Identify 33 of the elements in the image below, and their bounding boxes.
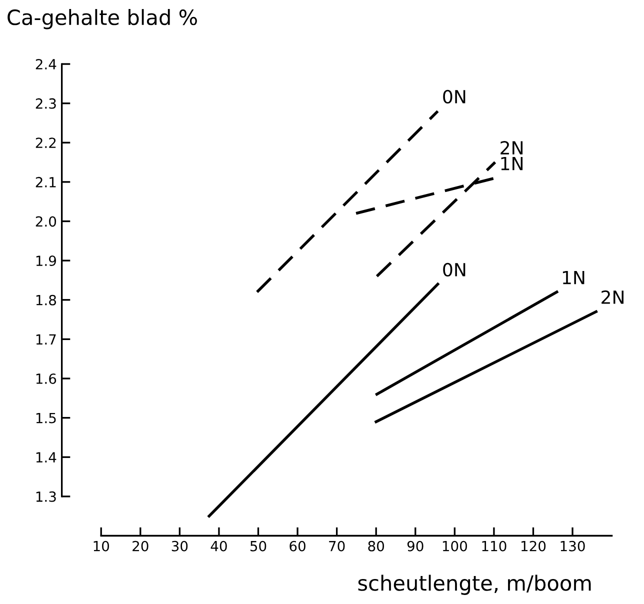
y-tick-label: 2.1 [36,176,56,188]
series-label: 1N [562,270,584,284]
x-tick-label: 60 [290,540,306,552]
y-tick-label: 1.3 [36,491,56,502]
y-tick-label: 1.7 [36,334,56,344]
series-label: 0N [443,90,466,104]
x-axis-title: scheutlengte, m/boom [358,574,591,595]
x-tick-label: 50 [250,540,266,552]
x-tick-label: 10 [94,540,110,552]
series-label: 0N [443,262,466,276]
y-tick-label: 2.2 [36,138,56,148]
x-tick-label: 20 [132,540,148,552]
y-axis-title: Ca-gehalte blad % [8,9,197,30]
x-tick-label: 100 [442,540,467,552]
series-label: 2N [602,290,624,304]
y-tick-label: 1.8 [36,294,56,306]
y-tick-label: 2.0 [36,216,56,227]
y-tick-label: 2.4 [36,58,56,70]
y-tick-label: 1.6 [36,373,56,384]
series-label: 2N [500,140,523,154]
x-tick-label: 110 [482,540,506,552]
x-tick-label: 30 [172,540,188,552]
x-tick-label: 120 [522,540,546,552]
y-tick-label: 1.9 [36,256,56,266]
x-tick-label: 40 [210,540,227,552]
x-tick-label: 80 [368,540,384,552]
y-tick-label: 2.3 [36,98,56,109]
y-tick-label: 1.4 [36,452,56,462]
x-tick-label: 90 [407,540,424,552]
y-tick-label: 1.5 [36,412,56,424]
x-tick-label: 130 [560,540,585,552]
series-label: 1N [501,156,523,170]
x-tick-label: 70 [329,540,345,552]
